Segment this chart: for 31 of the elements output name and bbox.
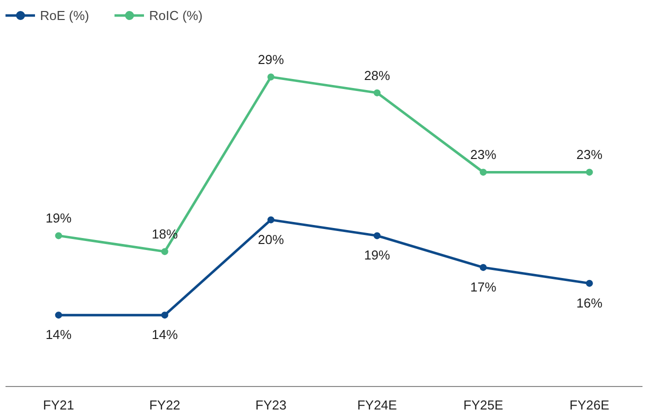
x-tick-label: FY21 (43, 398, 74, 412)
data-label: 28% (364, 68, 391, 83)
data-label: 17% (470, 279, 497, 294)
point (480, 168, 487, 176)
point (374, 232, 381, 240)
x-tick-label: FY26E (570, 398, 610, 412)
point (267, 73, 274, 80)
point (55, 312, 62, 319)
x-tick-label: FY25E (463, 398, 504, 412)
data-label: 19% (364, 248, 391, 263)
data-label: 14% (46, 327, 72, 342)
data-label: 19% (46, 210, 72, 226)
x-tick-label: FY24E (357, 398, 398, 412)
data-label: 29% (258, 52, 284, 67)
data-label: 16% (576, 295, 603, 310)
data-label: 23% (470, 147, 497, 162)
x-tick-label: FY23 (255, 398, 286, 412)
point (586, 280, 593, 287)
data-label: 14% (152, 327, 178, 342)
data-label: 23% (576, 147, 603, 162)
point (267, 216, 274, 224)
legend-label: RoIC (%) (149, 8, 203, 22)
point (161, 248, 168, 256)
point (586, 168, 593, 176)
point (55, 232, 62, 240)
point (161, 312, 168, 319)
point (480, 264, 487, 271)
x-tick-label: FY22 (149, 398, 180, 412)
data-label: 20% (258, 232, 284, 247)
point (374, 89, 381, 96)
legend-label: RoE (%) (40, 8, 90, 22)
